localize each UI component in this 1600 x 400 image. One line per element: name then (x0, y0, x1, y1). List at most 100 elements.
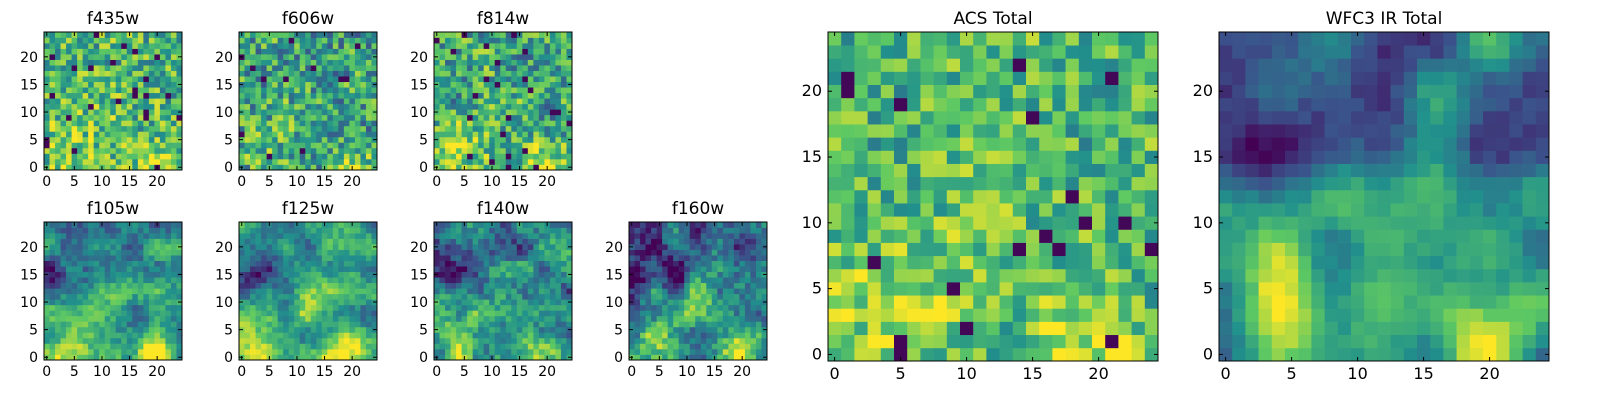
heatmap-cell (538, 136, 545, 143)
heatmap-cell (99, 244, 106, 250)
heatmap-cell (104, 142, 111, 149)
heatmap-cell (445, 310, 451, 317)
heatmap-cell (44, 288, 50, 295)
heatmap-cell (371, 32, 378, 38)
heatmap-cell (841, 268, 855, 283)
heatmap-cell (673, 310, 680, 317)
heatmap-cell (684, 249, 691, 256)
heatmap-cell (365, 147, 372, 154)
heatmap-cell (483, 48, 490, 55)
heatmap-cell (505, 304, 512, 311)
heatmap-cell (689, 249, 696, 256)
heatmap-cell (365, 337, 372, 344)
heatmap-cell (338, 260, 345, 267)
heatmap-cell (445, 120, 451, 127)
heatmap-cell (294, 255, 301, 261)
heatmap-cell (143, 315, 150, 322)
heatmap-cell (439, 153, 446, 160)
heatmap-cell (93, 337, 100, 344)
heatmap-cell (143, 37, 150, 44)
heatmap-cell (99, 260, 106, 267)
heatmap-cell (522, 337, 529, 344)
heatmap-cell (907, 216, 921, 230)
heatmap-cell (560, 158, 567, 165)
heatmap-cell (522, 288, 529, 295)
heatmap-cell (132, 299, 139, 306)
heatmap-cell (533, 92, 540, 99)
heatmap-cell (250, 266, 256, 273)
heatmap-cell (445, 321, 451, 328)
heatmap-cell (266, 260, 273, 267)
heatmap-cell (250, 299, 256, 306)
heatmap-cell (239, 288, 245, 295)
heatmap-cell (354, 131, 361, 138)
heatmap-cell (755, 299, 762, 306)
heatmap-cell (316, 348, 323, 355)
heatmap-cell (104, 238, 111, 245)
heatmap-cell (684, 337, 691, 344)
heatmap-cell (288, 326, 295, 333)
heatmap-cell (332, 125, 339, 132)
heatmap-cell (527, 299, 534, 306)
heatmap-cell (566, 65, 573, 71)
heatmap-cell (343, 48, 350, 55)
heatmap-cell (728, 315, 735, 322)
heatmap-cell (99, 103, 106, 110)
heatmap-cell (244, 59, 251, 66)
heatmap-cell (272, 299, 278, 306)
heatmap-cell (500, 147, 507, 154)
heatmap-cell (137, 81, 144, 88)
heatmap-cell (49, 114, 56, 121)
heatmap-cell (143, 120, 150, 127)
heatmap-cell (338, 227, 345, 234)
heatmap-cell (176, 255, 183, 261)
heatmap-cell (1131, 334, 1146, 349)
heatmap-cell (310, 158, 317, 165)
heatmap-cell (538, 337, 545, 344)
heatmap-cell (170, 114, 177, 121)
heatmap-cell (49, 260, 56, 267)
heatmap-cell (717, 271, 724, 278)
heatmap-cell (115, 147, 122, 154)
heatmap-cell (527, 315, 534, 322)
heatmap-cell (439, 59, 446, 66)
heatmap-cell (700, 227, 707, 234)
heatmap-cell (349, 59, 356, 66)
heatmap-cell (261, 326, 267, 333)
heatmap-cell (744, 249, 751, 256)
heatmap-cell (986, 229, 1000, 243)
y-tick-label: 10 (410, 105, 428, 121)
heatmap-cell (500, 315, 507, 322)
heatmap-cell (1092, 229, 1106, 243)
heatmap-cell (176, 142, 183, 149)
heatmap-cell (673, 233, 680, 239)
heatmap-cell (82, 288, 89, 295)
heatmap-cell (104, 282, 111, 289)
heatmap-cell (104, 43, 111, 49)
heatmap-cell (483, 92, 490, 99)
heatmap-cell (549, 120, 556, 127)
heatmap-cell (505, 326, 512, 333)
heatmap-cell (483, 87, 490, 94)
heatmap-cell (511, 92, 518, 99)
heatmap-cell (1012, 321, 1027, 336)
heatmap-cell (321, 131, 328, 138)
heatmap-cell (60, 304, 67, 311)
heatmap-cell (522, 87, 529, 94)
heatmap-cell (920, 268, 934, 283)
heatmap-cell (472, 260, 479, 267)
heatmap-cell (1039, 189, 1053, 204)
heatmap-cell (110, 343, 117, 350)
heatmap-cell (456, 271, 462, 278)
heatmap-cell (494, 103, 501, 110)
heatmap-cell (299, 354, 306, 361)
heatmap-cell (327, 120, 334, 127)
heatmap-cell (527, 277, 534, 284)
heatmap-cell (695, 310, 702, 317)
heatmap-cell (986, 334, 1000, 349)
heatmap-cell (132, 147, 139, 154)
heatmap-cell (44, 37, 50, 44)
heatmap-cell (549, 315, 556, 322)
heatmap-cell (272, 354, 278, 361)
heatmap-cell (349, 103, 356, 110)
